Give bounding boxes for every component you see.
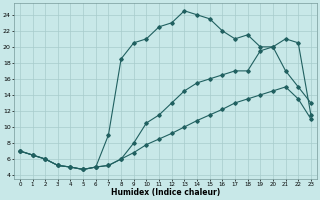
X-axis label: Humidex (Indice chaleur): Humidex (Indice chaleur) bbox=[111, 188, 220, 197]
